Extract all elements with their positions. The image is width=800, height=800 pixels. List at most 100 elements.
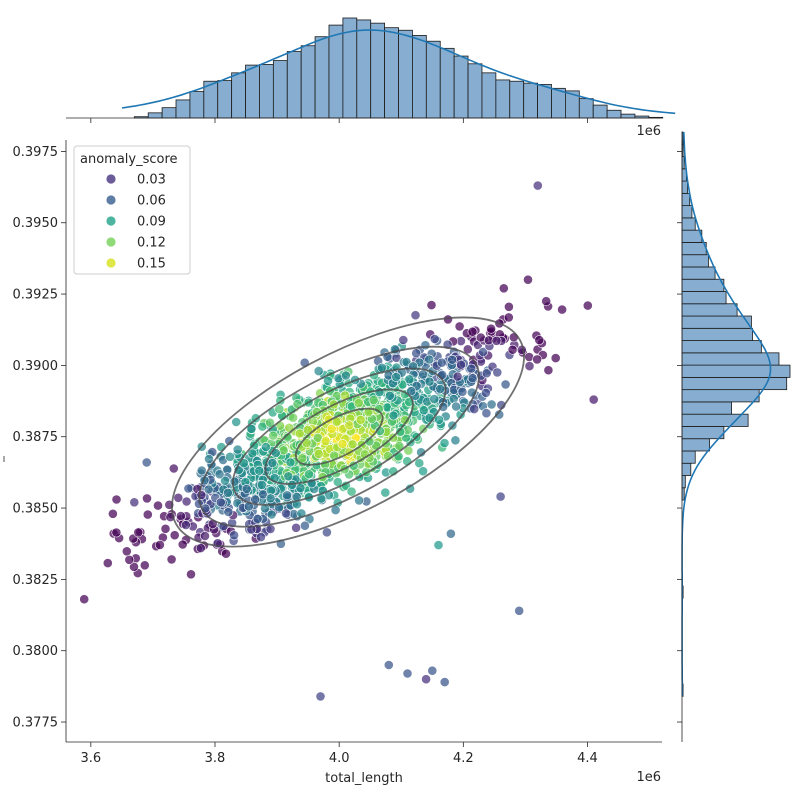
scatter-point bbox=[177, 539, 188, 550]
scatter-point bbox=[404, 374, 415, 385]
top-hist-bar bbox=[509, 80, 525, 119]
scatter-point bbox=[406, 386, 417, 396]
right-hist-bar bbox=[681, 413, 749, 427]
right-hist-bar bbox=[681, 242, 707, 256]
contour-line bbox=[231, 367, 447, 506]
scatter-point bbox=[313, 366, 324, 376]
scatter-point bbox=[321, 527, 332, 538]
legend-label: 0.12 bbox=[137, 236, 166, 251]
right-hist-bar bbox=[681, 389, 760, 403]
y-tick-label: 0.3800 bbox=[13, 644, 59, 659]
legend-label: 0.03 bbox=[137, 173, 166, 188]
scatter-points bbox=[79, 180, 599, 702]
right-hist-bar bbox=[681, 217, 696, 231]
top-hist-bar bbox=[453, 55, 469, 119]
scatter-point bbox=[282, 490, 292, 501]
scatter-point bbox=[247, 448, 258, 459]
y-tick-label: 0.3775 bbox=[13, 716, 59, 731]
right-hist-bar bbox=[681, 364, 791, 378]
scatter-point bbox=[129, 497, 140, 508]
top-hist-bar bbox=[384, 27, 399, 119]
scatter-point bbox=[451, 401, 461, 412]
scatter-point bbox=[223, 507, 234, 517]
scatter-point bbox=[225, 451, 235, 462]
scatter-point bbox=[229, 476, 240, 487]
scatter-point bbox=[267, 457, 278, 468]
scatter-point bbox=[481, 368, 492, 379]
scatter-point bbox=[424, 413, 435, 423]
density-contours bbox=[171, 316, 525, 548]
scatter-point bbox=[466, 363, 477, 374]
scatter-point bbox=[445, 528, 456, 539]
scatter-point bbox=[291, 522, 301, 533]
scatter-point bbox=[347, 439, 358, 450]
y-tick-label: 0.3875 bbox=[13, 430, 59, 445]
y-tick-label: 0.3925 bbox=[13, 288, 59, 303]
scatter-point bbox=[257, 421, 268, 432]
top-hist-bar bbox=[272, 60, 288, 119]
scatter-point bbox=[469, 404, 480, 414]
top-hist-bar bbox=[606, 109, 622, 119]
scatter-point bbox=[260, 442, 271, 452]
scatter-point bbox=[582, 300, 593, 311]
right-hist-bar bbox=[681, 340, 762, 354]
legend-marker bbox=[106, 174, 116, 184]
scatter-point bbox=[478, 346, 488, 357]
scatter-point bbox=[420, 340, 431, 351]
top-hist-bar bbox=[314, 36, 330, 119]
top-hist-bar bbox=[245, 64, 260, 119]
scatter-point bbox=[169, 530, 180, 541]
scatter-point bbox=[344, 420, 355, 431]
scatter-point bbox=[424, 376, 435, 387]
scatter-point bbox=[282, 432, 293, 443]
scatter-point bbox=[402, 456, 413, 467]
scatter-point bbox=[368, 395, 379, 405]
scatter-point bbox=[154, 540, 165, 550]
scatter-point bbox=[395, 426, 406, 437]
scatter-point bbox=[121, 546, 132, 557]
legend-marker bbox=[106, 237, 116, 247]
scatter-point bbox=[480, 387, 491, 398]
right-hist-bar bbox=[681, 352, 780, 366]
scatter-point bbox=[320, 436, 331, 447]
scatter-point bbox=[439, 677, 450, 687]
scatter-point bbox=[133, 527, 144, 538]
scatter-point bbox=[508, 332, 519, 343]
x-tick-label: 3.8 bbox=[205, 751, 226, 766]
scatter-point bbox=[246, 423, 257, 434]
top-hist-bar bbox=[620, 113, 636, 119]
scatter-point bbox=[265, 417, 275, 428]
right-hist-bar bbox=[681, 205, 693, 219]
scatter-point bbox=[215, 497, 226, 508]
scatter-point bbox=[141, 457, 152, 468]
scatter-point bbox=[410, 310, 421, 321]
scatter-point bbox=[418, 405, 429, 416]
scatter-point bbox=[364, 436, 375, 447]
scatter-point bbox=[543, 365, 554, 376]
scatter-point bbox=[181, 496, 192, 507]
scatter-point bbox=[355, 414, 366, 425]
right-hist-bar bbox=[681, 426, 725, 440]
scatter-point bbox=[232, 444, 243, 455]
right-hist-bar bbox=[681, 376, 788, 391]
scatter-point bbox=[418, 466, 428, 477]
top-hist-bar bbox=[259, 64, 274, 119]
contour-line bbox=[198, 345, 480, 528]
scatter-point bbox=[180, 520, 191, 530]
legend-label: 0.09 bbox=[137, 215, 166, 230]
scatter-point bbox=[434, 414, 444, 425]
scatter-panel bbox=[79, 180, 599, 702]
scatter-point bbox=[111, 527, 122, 538]
top-hist-bar bbox=[398, 29, 413, 119]
scatter-point bbox=[283, 471, 294, 482]
scatter-point bbox=[166, 554, 177, 565]
right-histogram bbox=[677, 131, 791, 742]
top-hist-bar bbox=[578, 98, 594, 119]
scatter-point bbox=[391, 372, 401, 382]
top-hist-bar bbox=[231, 72, 246, 119]
scatter-point bbox=[274, 404, 285, 414]
axes: 3.6 3.8 4.0 4.2 4.4 0.3775 0.3800 0.3825 0.3850 0… bbox=[3, 140, 662, 766]
scatter-point bbox=[495, 491, 506, 502]
scatter-point bbox=[304, 469, 314, 480]
top-hist-bar bbox=[356, 19, 372, 119]
